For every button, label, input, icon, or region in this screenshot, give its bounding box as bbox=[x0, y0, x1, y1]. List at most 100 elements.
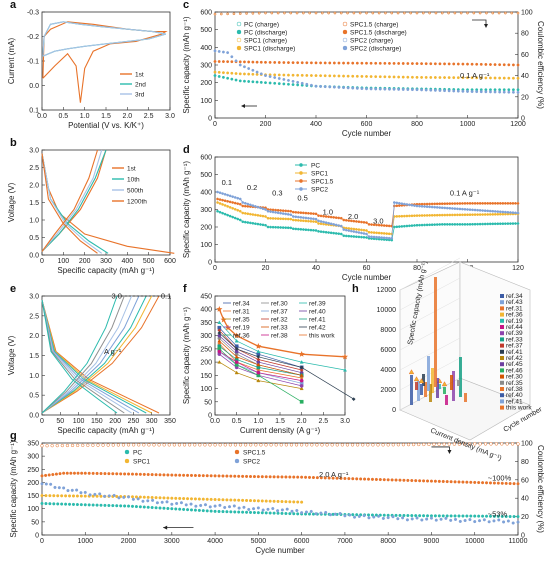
capacity-point-SPC1.5 bbox=[311, 475, 315, 480]
rate-point-SPC1.5 bbox=[445, 202, 449, 206]
legend-label-SPC2: SPC2 bbox=[243, 459, 260, 466]
ce-point bbox=[295, 11, 299, 15]
capacity-point-SPC1.5 bbox=[470, 62, 474, 66]
panel-d-ytick-label: 500 bbox=[200, 172, 212, 179]
bar-top-marker bbox=[408, 369, 415, 375]
rate-point-SPC2 bbox=[286, 213, 290, 216]
rate-point-PC bbox=[334, 232, 338, 235]
ref-point-this-work bbox=[255, 343, 262, 349]
rate-point-SPC2 bbox=[327, 221, 330, 225]
capacity-point-SPC2 bbox=[477, 519, 482, 523]
rate-label-0.5: 0.5 bbox=[297, 194, 307, 203]
capacity-point-SPC2 bbox=[516, 90, 520, 94]
rate-point-PC bbox=[342, 234, 346, 238]
rate-point-SPC1 bbox=[395, 215, 399, 218]
capacity-point-SPC1.5 bbox=[255, 60, 259, 64]
ce-point bbox=[350, 443, 355, 447]
rate-point-SPC2 bbox=[375, 235, 378, 239]
capacity-point-SPC1 bbox=[115, 494, 119, 499]
capacity-point-SPC2 bbox=[447, 89, 451, 93]
rate-point-SPC1.5 bbox=[380, 223, 383, 227]
capacity-point-SPC2 bbox=[277, 77, 281, 80]
rate-point-SPC1 bbox=[365, 229, 368, 232]
legend-label-ref.38: ref.38 bbox=[271, 332, 288, 339]
capacity-point-SPC1.5 bbox=[360, 61, 364, 65]
capacity-point-SPC2 bbox=[285, 507, 289, 511]
rate-point-SPC2 bbox=[367, 235, 371, 238]
capacity-point-SPC1.5 bbox=[252, 475, 256, 479]
rate-point-SPC1 bbox=[458, 213, 462, 217]
rate-point-SPC1.5 bbox=[319, 214, 323, 218]
capacity-point-SPC2 bbox=[287, 78, 290, 82]
rate-point-SPC2 bbox=[428, 205, 431, 209]
capacity-point-SPC1.5 bbox=[87, 471, 91, 475]
rate-point-SPC1.5 bbox=[347, 219, 351, 222]
capacity-point-SPC1.5 bbox=[477, 480, 481, 485]
rate-point-SPC1.5 bbox=[360, 220, 363, 224]
capacity-point-SPC1.5 bbox=[327, 476, 331, 480]
capacity-point-PC bbox=[484, 514, 489, 518]
capacity-point-SPC1 bbox=[280, 499, 284, 504]
rate-point-SPC2 bbox=[463, 207, 467, 211]
ce-point bbox=[264, 443, 268, 447]
capacity-point-SPC2 bbox=[165, 500, 169, 504]
rate-point-PC bbox=[365, 236, 368, 239]
capacity-point-PC bbox=[287, 82, 290, 86]
capacity-point-PC bbox=[158, 506, 162, 510]
capacity-point-SPC2 bbox=[53, 485, 57, 489]
rate-point-SPC1 bbox=[433, 213, 437, 217]
rate-point-SPC2 bbox=[493, 210, 497, 213]
capacity-point-PC bbox=[170, 507, 174, 511]
rate-point-SPC1.5 bbox=[365, 221, 368, 224]
capacity-point-SPC1.5 bbox=[288, 475, 292, 479]
capacity-point-SPC2 bbox=[170, 502, 174, 506]
ref-point-ref.38 bbox=[299, 378, 304, 383]
capacity-point-SPC1.5 bbox=[481, 481, 485, 485]
capacity-point-SPC2 bbox=[415, 88, 419, 92]
panel-d-ytick-label: 200 bbox=[200, 225, 212, 232]
rate-point-SPC1 bbox=[231, 206, 235, 210]
bar-ref.19 bbox=[438, 384, 441, 389]
legend-marker-PC (discharge) bbox=[236, 29, 242, 35]
capacity-point-SPC1.5 bbox=[182, 473, 186, 477]
ce-point bbox=[422, 442, 426, 447]
rate-point-SPC1 bbox=[493, 212, 497, 216]
capacity-point-SPC1.5 bbox=[44, 473, 48, 477]
rate-point-PC bbox=[428, 223, 431, 227]
capacity-point-SPC1.5 bbox=[378, 61, 382, 65]
bar-ref.43 bbox=[417, 381, 420, 401]
ce-point bbox=[505, 442, 509, 446]
legend-label-SPC2: SPC2 bbox=[311, 187, 328, 194]
panel-e-ytick-label: 0.0 bbox=[29, 413, 39, 420]
legend-label-ref.31: ref.31 bbox=[506, 305, 523, 312]
panel-b: b0 100 200 300 400 500 6000.00.51.01.52.02.53.… bbox=[7, 137, 176, 275]
panel-b-xtick-label: 0 bbox=[40, 258, 44, 265]
panel-f-ylabel: Specific capacity (mAh g⁻¹) bbox=[182, 307, 191, 404]
rate-point-SPC2 bbox=[218, 191, 222, 195]
capacity-point-SPC1.5 bbox=[58, 472, 62, 476]
rate-point-SPC1.5 bbox=[443, 202, 447, 206]
capacity-point-SPC2 bbox=[319, 84, 323, 88]
ref-point-ref.42 bbox=[234, 346, 239, 351]
rate-point-PC bbox=[236, 217, 240, 221]
rate-point-SPC1.5 bbox=[221, 198, 224, 202]
rate-point-SPC1.5 bbox=[516, 202, 520, 205]
panel-g-ytick-label: 300 bbox=[27, 454, 39, 461]
ce-point bbox=[96, 443, 100, 447]
legend-label-ref.40: ref.40 bbox=[506, 392, 523, 399]
panel-g-xtick-label: 10000 bbox=[465, 538, 485, 545]
rate-point-SPC1 bbox=[453, 213, 457, 217]
capacity-point-SPC1 bbox=[284, 500, 288, 504]
rate-point-PC bbox=[254, 222, 257, 226]
capacity-point-PC bbox=[508, 514, 512, 519]
rate-point-SPC2 bbox=[279, 211, 282, 215]
z-grid bbox=[399, 257, 461, 291]
panel-c: c0 200 400 600 800 1000 1200010020030040050060… bbox=[182, 0, 545, 138]
capacity-point-SPC1.5 bbox=[158, 473, 162, 477]
rate-point-SPC1 bbox=[233, 207, 237, 211]
rate-point-PC bbox=[491, 222, 495, 226]
legend-swatch-ref.44 bbox=[500, 325, 504, 329]
capacity-point-SPC2 bbox=[194, 504, 198, 508]
panel-d-ylabel: Specific capacity (mAh g⁻¹) bbox=[182, 161, 191, 258]
capacity-point-SPC1.5 bbox=[437, 479, 441, 483]
